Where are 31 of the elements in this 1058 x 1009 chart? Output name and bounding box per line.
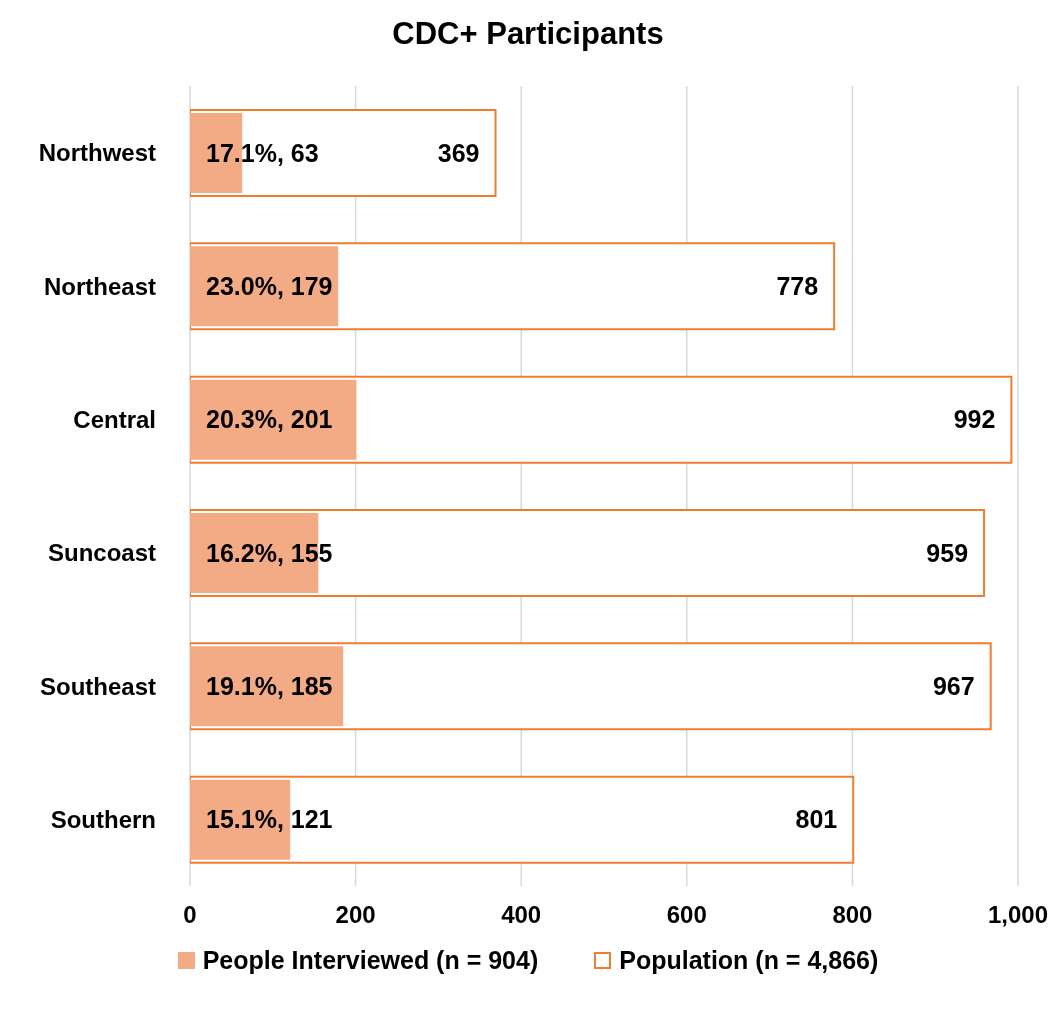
data-label: 369 — [437, 138, 480, 167]
x-tick-label: 600 — [666, 901, 707, 929]
legend-label: People Interviewed (n = 904) — [202, 946, 539, 975]
y-tick-label: Southern — [50, 805, 156, 833]
data-label: 801 — [795, 805, 838, 834]
x-tick-label: 200 — [335, 901, 376, 929]
x-tick-label: 1,000 — [987, 901, 1049, 929]
data-label: 992 — [953, 405, 996, 434]
y-tick-label: Suncoast — [47, 539, 156, 567]
data-label: 15.1%, 121 — [206, 805, 333, 834]
data-label: 778 — [776, 272, 819, 301]
data-label: 959 — [926, 538, 969, 567]
data-label: 23.0%, 179 — [206, 272, 333, 301]
data-label: 967 — [932, 672, 975, 701]
chart-title: CDC+ Participants — [391, 15, 665, 53]
y-tick-label: Southeast — [39, 672, 157, 700]
x-tick-label: 0 — [183, 901, 197, 929]
y-tick-label: Northeast — [43, 272, 156, 300]
legend-label: Population (n = 4,866) — [619, 946, 879, 975]
bar — [190, 779, 291, 860]
data-label: 16.2%, 155 — [206, 538, 333, 567]
data-label: 17.1%, 63 — [206, 138, 319, 167]
x-tick-label: 800 — [832, 901, 873, 929]
x-tick-label: 400 — [501, 901, 542, 929]
y-tick-label: Central — [73, 405, 156, 433]
y-tick-label: Northwest — [38, 139, 156, 167]
bar — [190, 379, 357, 460]
bar — [190, 646, 344, 727]
bar — [190, 246, 339, 327]
data-label: 19.1%, 185 — [206, 672, 333, 701]
data-label: 20.3%, 201 — [206, 405, 333, 434]
